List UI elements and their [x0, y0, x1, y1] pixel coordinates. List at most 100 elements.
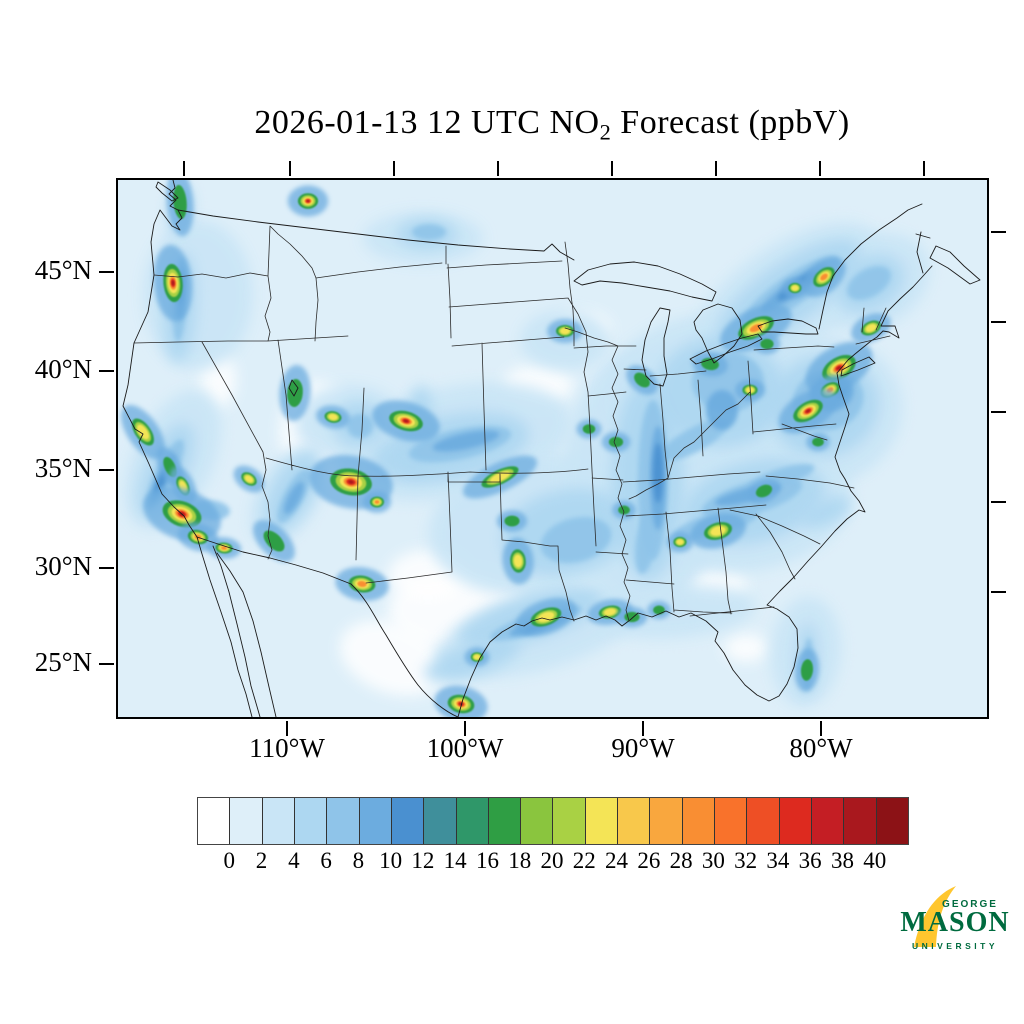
- hotspot-minneapolis: [560, 327, 570, 335]
- colorbar-tick-label: 36: [798, 848, 822, 873]
- hotspot-miami: [800, 659, 814, 681]
- baja-and-mexico-west: [196, 536, 277, 717]
- hotspot-memphis: [618, 505, 630, 515]
- x-axis-label: 100°W: [426, 733, 504, 763]
- logo-george-text: GEORGE: [942, 899, 998, 910]
- hotspot-mobile: [653, 605, 665, 615]
- pacific-coastline: [122, 180, 198, 538]
- lake-erie: [689, 333, 763, 365]
- colorbar-tick-label: 32: [734, 848, 758, 873]
- lake-ontario: [757, 318, 819, 335]
- hotspot-four-corners: [348, 480, 354, 484]
- right-axis-tick: [991, 321, 1006, 323]
- logo-mason-text: MASON: [900, 907, 1010, 938]
- gmu-swoosh-icon: [914, 886, 956, 947]
- x-axis-label: 90°W: [611, 733, 675, 763]
- colorbar-cell: [390, 798, 424, 844]
- map: 45°N 40°N 35°N 30°N 25°N 110°W 100°W 90°W 80°W: [35, 161, 1006, 763]
- hotspot-eagle-pass: [473, 654, 481, 660]
- x-axis-tick: [642, 721, 644, 736]
- great-salt-lake: [288, 379, 299, 397]
- colorbar-cell: [875, 798, 908, 844]
- colorbar-cell: [746, 798, 779, 844]
- top-axis-tick: [611, 161, 613, 176]
- colorbar-tick-label: 34: [766, 848, 790, 873]
- hotspot-denver: [403, 419, 409, 423]
- colorbar-cell: [487, 798, 521, 844]
- hotspot-montana-plant: [306, 200, 310, 202]
- plume: [635, 510, 657, 574]
- hotspot-atlanta: [710, 526, 726, 536]
- colorbar-tick-label: 28: [669, 848, 693, 873]
- hotspot-mexicali: [220, 546, 228, 550]
- st-lawrence-river: [818, 203, 923, 330]
- colorbar-cell: [293, 798, 327, 844]
- colorbar-tick-label: 6: [320, 848, 332, 873]
- colorbar-cell: [229, 798, 262, 844]
- top-axis-tick: [289, 161, 291, 176]
- colorbar: [197, 797, 909, 845]
- hotspot-st-louis: [608, 436, 624, 448]
- hotspot-el-paso: [357, 581, 367, 587]
- plume: [432, 430, 500, 452]
- plume: [847, 265, 891, 301]
- x-axis-label: 80°W: [789, 733, 853, 763]
- x-axis-tick: [286, 721, 288, 736]
- colorbar-cell: [778, 798, 811, 844]
- hotspot-portland: [171, 280, 175, 286]
- gulf-atlantic-coastline: [457, 372, 866, 717]
- right-axis-tick: [991, 591, 1006, 593]
- colorbar-cell: [714, 798, 747, 844]
- colorbar-cell: [681, 798, 714, 844]
- hotspot-las-vegas: [244, 475, 254, 483]
- x-axis-label: 110°W: [249, 733, 325, 763]
- hotspot-birmingham: [676, 539, 684, 545]
- colorbar-cell: [358, 798, 391, 844]
- y-axis-tick: [99, 567, 114, 569]
- lake-michigan: [641, 307, 671, 387]
- colorbar-tick-label: 8: [352, 848, 365, 873]
- top-axis-tick: [819, 161, 821, 176]
- plume: [659, 419, 729, 461]
- x-axis-tick: [820, 721, 822, 736]
- y-axis-label: 40°N: [34, 354, 92, 384]
- colorbar-cell: [584, 798, 618, 844]
- hotspot-baton-rouge: [604, 608, 616, 616]
- colorbar-tick-label: 0: [223, 848, 236, 873]
- top-axis-tick: [497, 161, 499, 176]
- hotspot-richmond: [812, 437, 824, 447]
- hotspot-utah-south: [328, 413, 338, 421]
- colorbar-tick-label: 20: [540, 848, 564, 873]
- right-axis-tick: [991, 501, 1006, 503]
- colorbar-cell: [423, 798, 456, 844]
- lake-huron: [693, 303, 743, 364]
- new-england-coastline: [836, 265, 933, 374]
- y-axis-label: 35°N: [34, 453, 92, 483]
- colorbar-tick-label: 38: [830, 848, 854, 873]
- title-suffix: Forecast (ppbV): [611, 104, 850, 141]
- colorbar-tick-label: 22: [572, 848, 596, 873]
- colorbar-cell: [520, 798, 553, 844]
- plume: [801, 496, 851, 528]
- colorbar-cell: [455, 798, 488, 844]
- hotspot-oklahoma-city: [504, 515, 520, 527]
- y-axis-tick: [99, 469, 114, 471]
- y-axis-tick: [99, 663, 114, 665]
- hotspot-phoenix: [263, 530, 285, 552]
- colorbar-tick-label: 26: [637, 848, 661, 873]
- us-mexico-border: [196, 536, 459, 717]
- no2-field-map: [118, 180, 987, 717]
- nova-scotia: [915, 233, 981, 285]
- right-axis-tick: [991, 411, 1006, 413]
- y-axis-tick: [99, 271, 114, 273]
- plume: [347, 414, 373, 438]
- title-subscript: 2: [599, 119, 612, 145]
- vancouver-island: [155, 181, 179, 202]
- colorbar-tick-label: 14: [443, 848, 467, 873]
- colorbar-cell: [617, 798, 650, 844]
- plume: [706, 390, 738, 430]
- logo-university-text: UNIVERSITY: [911, 941, 998, 951]
- hotspot-dallas: [513, 554, 523, 568]
- colorbar-cell: [843, 798, 876, 844]
